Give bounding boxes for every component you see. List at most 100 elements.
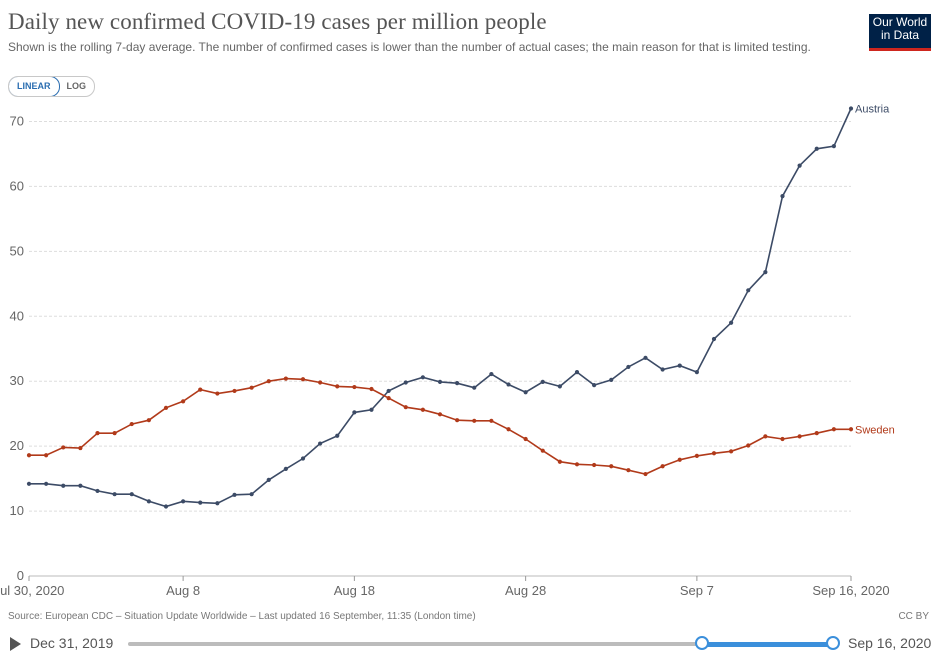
sweden-point[interactable] xyxy=(472,418,477,423)
austria-point[interactable] xyxy=(129,492,134,497)
austria-line[interactable] xyxy=(29,108,852,508)
sweden-point[interactable] xyxy=(112,431,117,436)
sweden-point[interactable] xyxy=(746,443,751,448)
sweden-point[interactable] xyxy=(198,387,203,392)
austria-point[interactable] xyxy=(386,388,391,394)
sweden-point[interactable] xyxy=(506,427,511,432)
sweden-point[interactable] xyxy=(574,462,580,467)
austria-point[interactable] xyxy=(369,407,374,412)
austria-point[interactable] xyxy=(574,370,580,375)
license-link[interactable]: CC BY xyxy=(898,611,929,622)
sweden-line[interactable] xyxy=(29,377,851,475)
austria-series-label[interactable]: Austria xyxy=(855,104,890,116)
sweden-point[interactable] xyxy=(181,399,186,404)
austria-point[interactable] xyxy=(215,501,220,506)
sweden-point[interactable] xyxy=(146,418,151,423)
austria-point[interactable] xyxy=(489,371,494,377)
play-icon[interactable] xyxy=(10,637,21,651)
austria-point[interactable] xyxy=(352,410,357,415)
timeline-slider[interactable]: Dec 31, 2019 Sep 16, 2020 xyxy=(0,630,938,658)
sweden-point[interactable] xyxy=(814,431,819,436)
log-scale-button[interactable]: LOG xyxy=(66,81,87,91)
austria-point[interactable] xyxy=(26,481,32,486)
austria-point[interactable] xyxy=(420,375,425,380)
austria-point[interactable] xyxy=(592,383,597,388)
sweden-point[interactable] xyxy=(831,427,836,432)
austria-point[interactable] xyxy=(831,144,836,149)
sweden-point[interactable] xyxy=(266,379,271,384)
sweden-point[interactable] xyxy=(557,459,562,464)
austria-point[interactable] xyxy=(540,379,545,384)
sweden-point[interactable] xyxy=(61,445,66,450)
austria-point[interactable] xyxy=(249,492,254,497)
sweden-series-label[interactable]: Sweden xyxy=(855,424,895,436)
sweden-point[interactable] xyxy=(129,421,134,427)
austria-point[interactable] xyxy=(677,363,682,368)
sweden-point[interactable] xyxy=(403,405,408,410)
sweden-point[interactable] xyxy=(523,436,528,442)
series-austria[interactable] xyxy=(26,106,854,509)
sweden-point[interactable] xyxy=(215,391,220,396)
austria-point[interactable] xyxy=(163,504,169,509)
sweden-point[interactable] xyxy=(780,436,785,442)
sweden-point[interactable] xyxy=(352,384,357,390)
sweden-point[interactable] xyxy=(95,431,100,436)
sweden-point[interactable] xyxy=(26,453,32,458)
sweden-point[interactable] xyxy=(300,377,306,382)
austria-point[interactable] xyxy=(437,379,443,384)
austria-point[interactable] xyxy=(780,194,785,199)
austria-point[interactable] xyxy=(283,466,288,471)
line-chart[interactable]: 0 10 20 30 40 50 60 70 Jul 30, 2020 Aug 8 Aug 18 A… xyxy=(0,0,938,600)
sweden-point[interactable] xyxy=(489,418,494,423)
series-lines[interactable] xyxy=(26,106,854,509)
austria-point[interactable] xyxy=(300,456,306,461)
timeline-start-handle[interactable] xyxy=(694,636,709,650)
sweden-point[interactable] xyxy=(44,453,49,458)
series-labels[interactable]: Austria Sweden xyxy=(855,104,895,437)
austria-point[interactable] xyxy=(711,336,717,342)
austria-point[interactable] xyxy=(181,499,186,504)
austria-point[interactable] xyxy=(609,377,614,383)
austria-point[interactable] xyxy=(335,433,340,438)
sweden-point[interactable] xyxy=(677,457,682,462)
sweden-point[interactable] xyxy=(729,449,734,454)
sweden-point[interactable] xyxy=(455,418,460,423)
austria-point[interactable] xyxy=(763,270,768,275)
sweden-point[interactable] xyxy=(386,395,391,401)
scale-toggle[interactable]: LINEAR LOG xyxy=(8,76,95,97)
austria-point[interactable] xyxy=(198,500,203,505)
austria-point[interactable] xyxy=(472,385,477,390)
sweden-point[interactable] xyxy=(797,434,802,439)
austria-point[interactable] xyxy=(44,481,49,486)
austria-point[interactable] xyxy=(746,288,751,293)
sweden-point[interactable] xyxy=(763,434,768,439)
austria-point[interactable] xyxy=(814,146,819,151)
sweden-point[interactable] xyxy=(660,464,665,469)
sweden-point[interactable] xyxy=(711,451,717,456)
austria-point[interactable] xyxy=(797,163,802,168)
austria-point[interactable] xyxy=(729,320,734,325)
austria-point[interactable] xyxy=(523,390,528,395)
austria-point[interactable] xyxy=(61,483,66,488)
sweden-point[interactable] xyxy=(249,385,254,390)
austria-point[interactable] xyxy=(848,106,854,111)
austria-point[interactable] xyxy=(660,367,665,372)
austria-point[interactable] xyxy=(626,364,631,370)
austria-point[interactable] xyxy=(643,355,648,360)
sweden-point[interactable] xyxy=(609,464,614,469)
sweden-point[interactable] xyxy=(643,471,648,477)
austria-point[interactable] xyxy=(146,499,151,504)
sweden-point[interactable] xyxy=(232,388,237,394)
sweden-point[interactable] xyxy=(283,376,288,381)
austria-point[interactable] xyxy=(232,492,237,497)
timeline-end-handle[interactable] xyxy=(826,636,840,650)
austria-point[interactable] xyxy=(266,477,271,483)
austria-point[interactable] xyxy=(95,488,100,494)
austria-point[interactable] xyxy=(557,384,562,389)
owid-logo[interactable]: Our World in Data xyxy=(869,14,931,51)
sweden-point[interactable] xyxy=(78,445,83,451)
timeline-track[interactable] xyxy=(128,642,833,646)
sweden-point[interactable] xyxy=(163,405,169,410)
sweden-point[interactable] xyxy=(318,380,323,385)
sweden-point[interactable] xyxy=(694,453,699,458)
